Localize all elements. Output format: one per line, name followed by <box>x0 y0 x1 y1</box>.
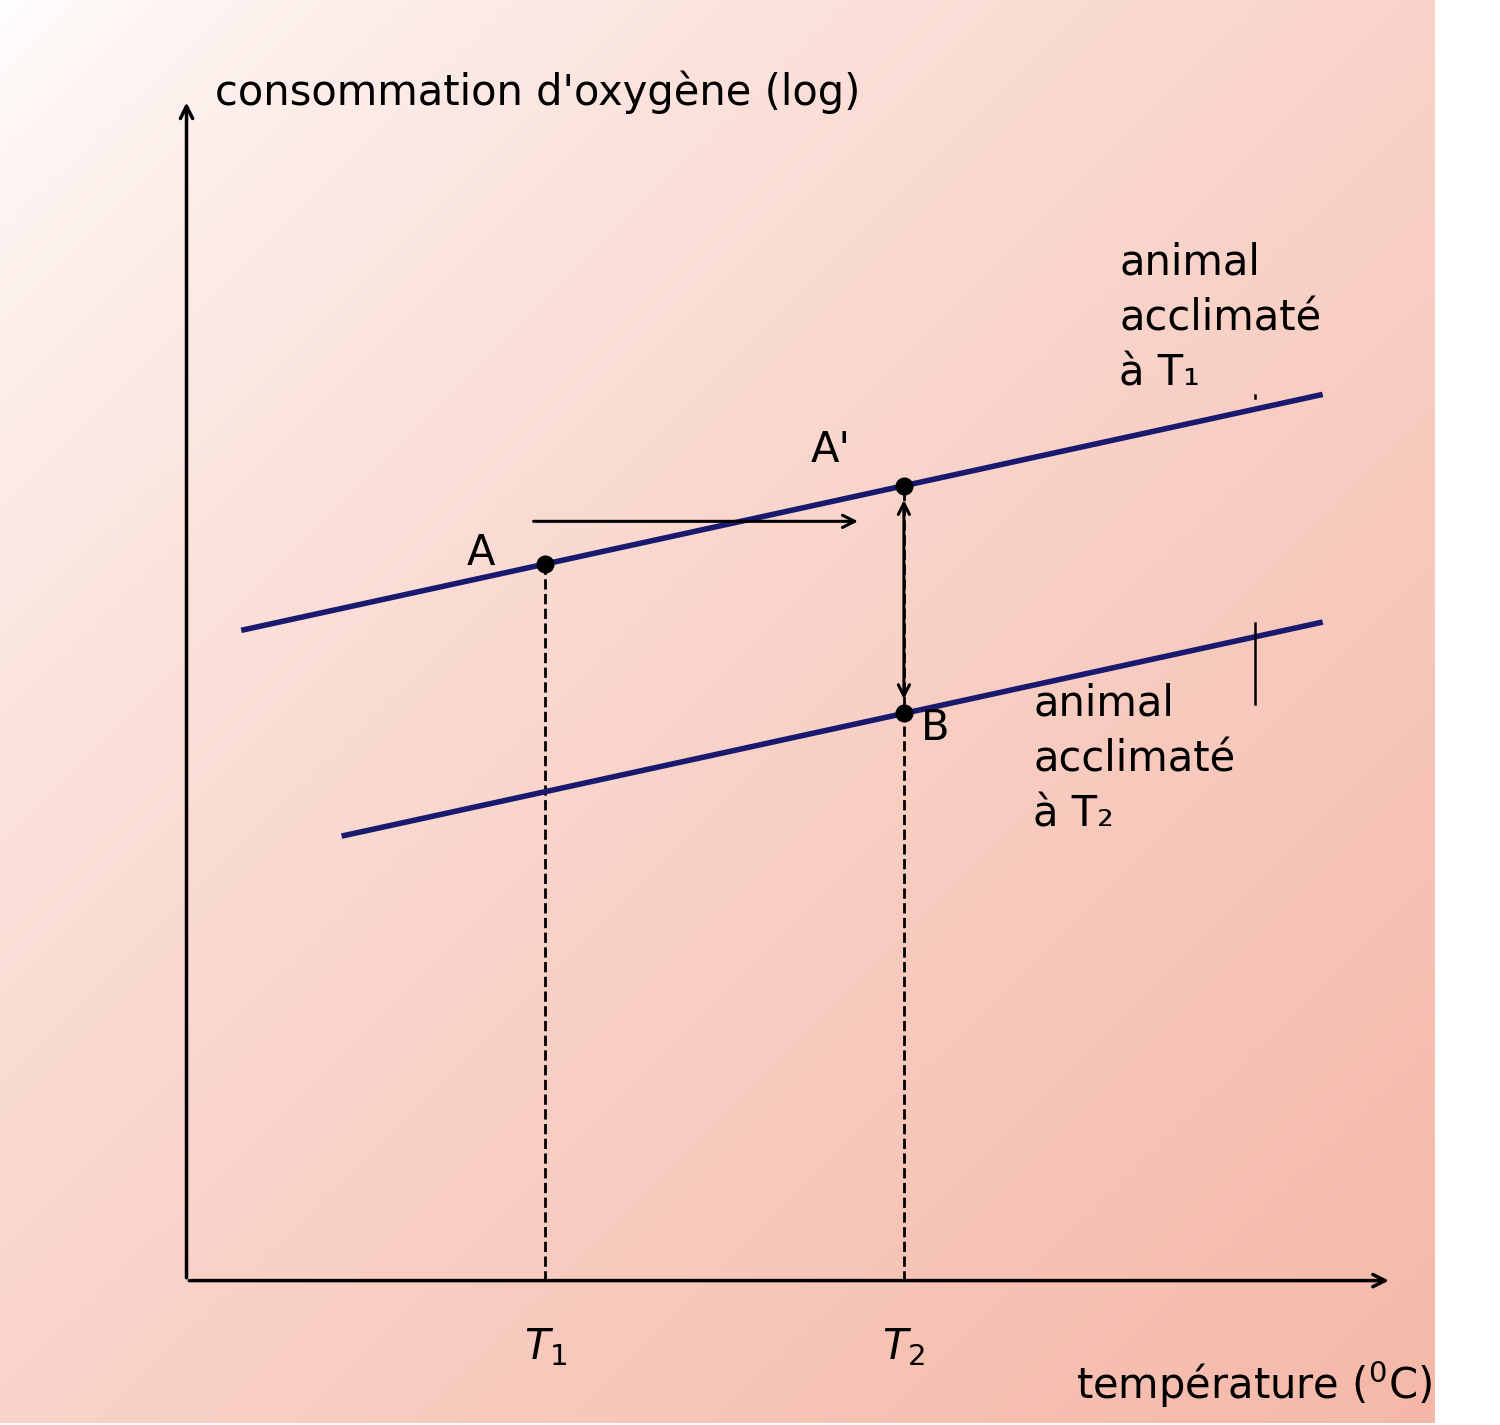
Text: consommation d'oxygène (log): consommation d'oxygène (log) <box>214 70 861 114</box>
Text: animal
acclimaté
à T₁: animal acclimaté à T₁ <box>1119 242 1322 395</box>
Text: B: B <box>921 707 950 748</box>
Text: $T_2$: $T_2$ <box>882 1325 926 1368</box>
Text: température ($^0$C): température ($^0$C) <box>1076 1359 1432 1411</box>
Text: A: A <box>466 532 495 574</box>
Text: A': A' <box>810 429 850 472</box>
Text: animal
acclimaté
à T₂: animal acclimaté à T₂ <box>1034 683 1236 835</box>
Text: $T_1$: $T_1$ <box>524 1325 567 1368</box>
